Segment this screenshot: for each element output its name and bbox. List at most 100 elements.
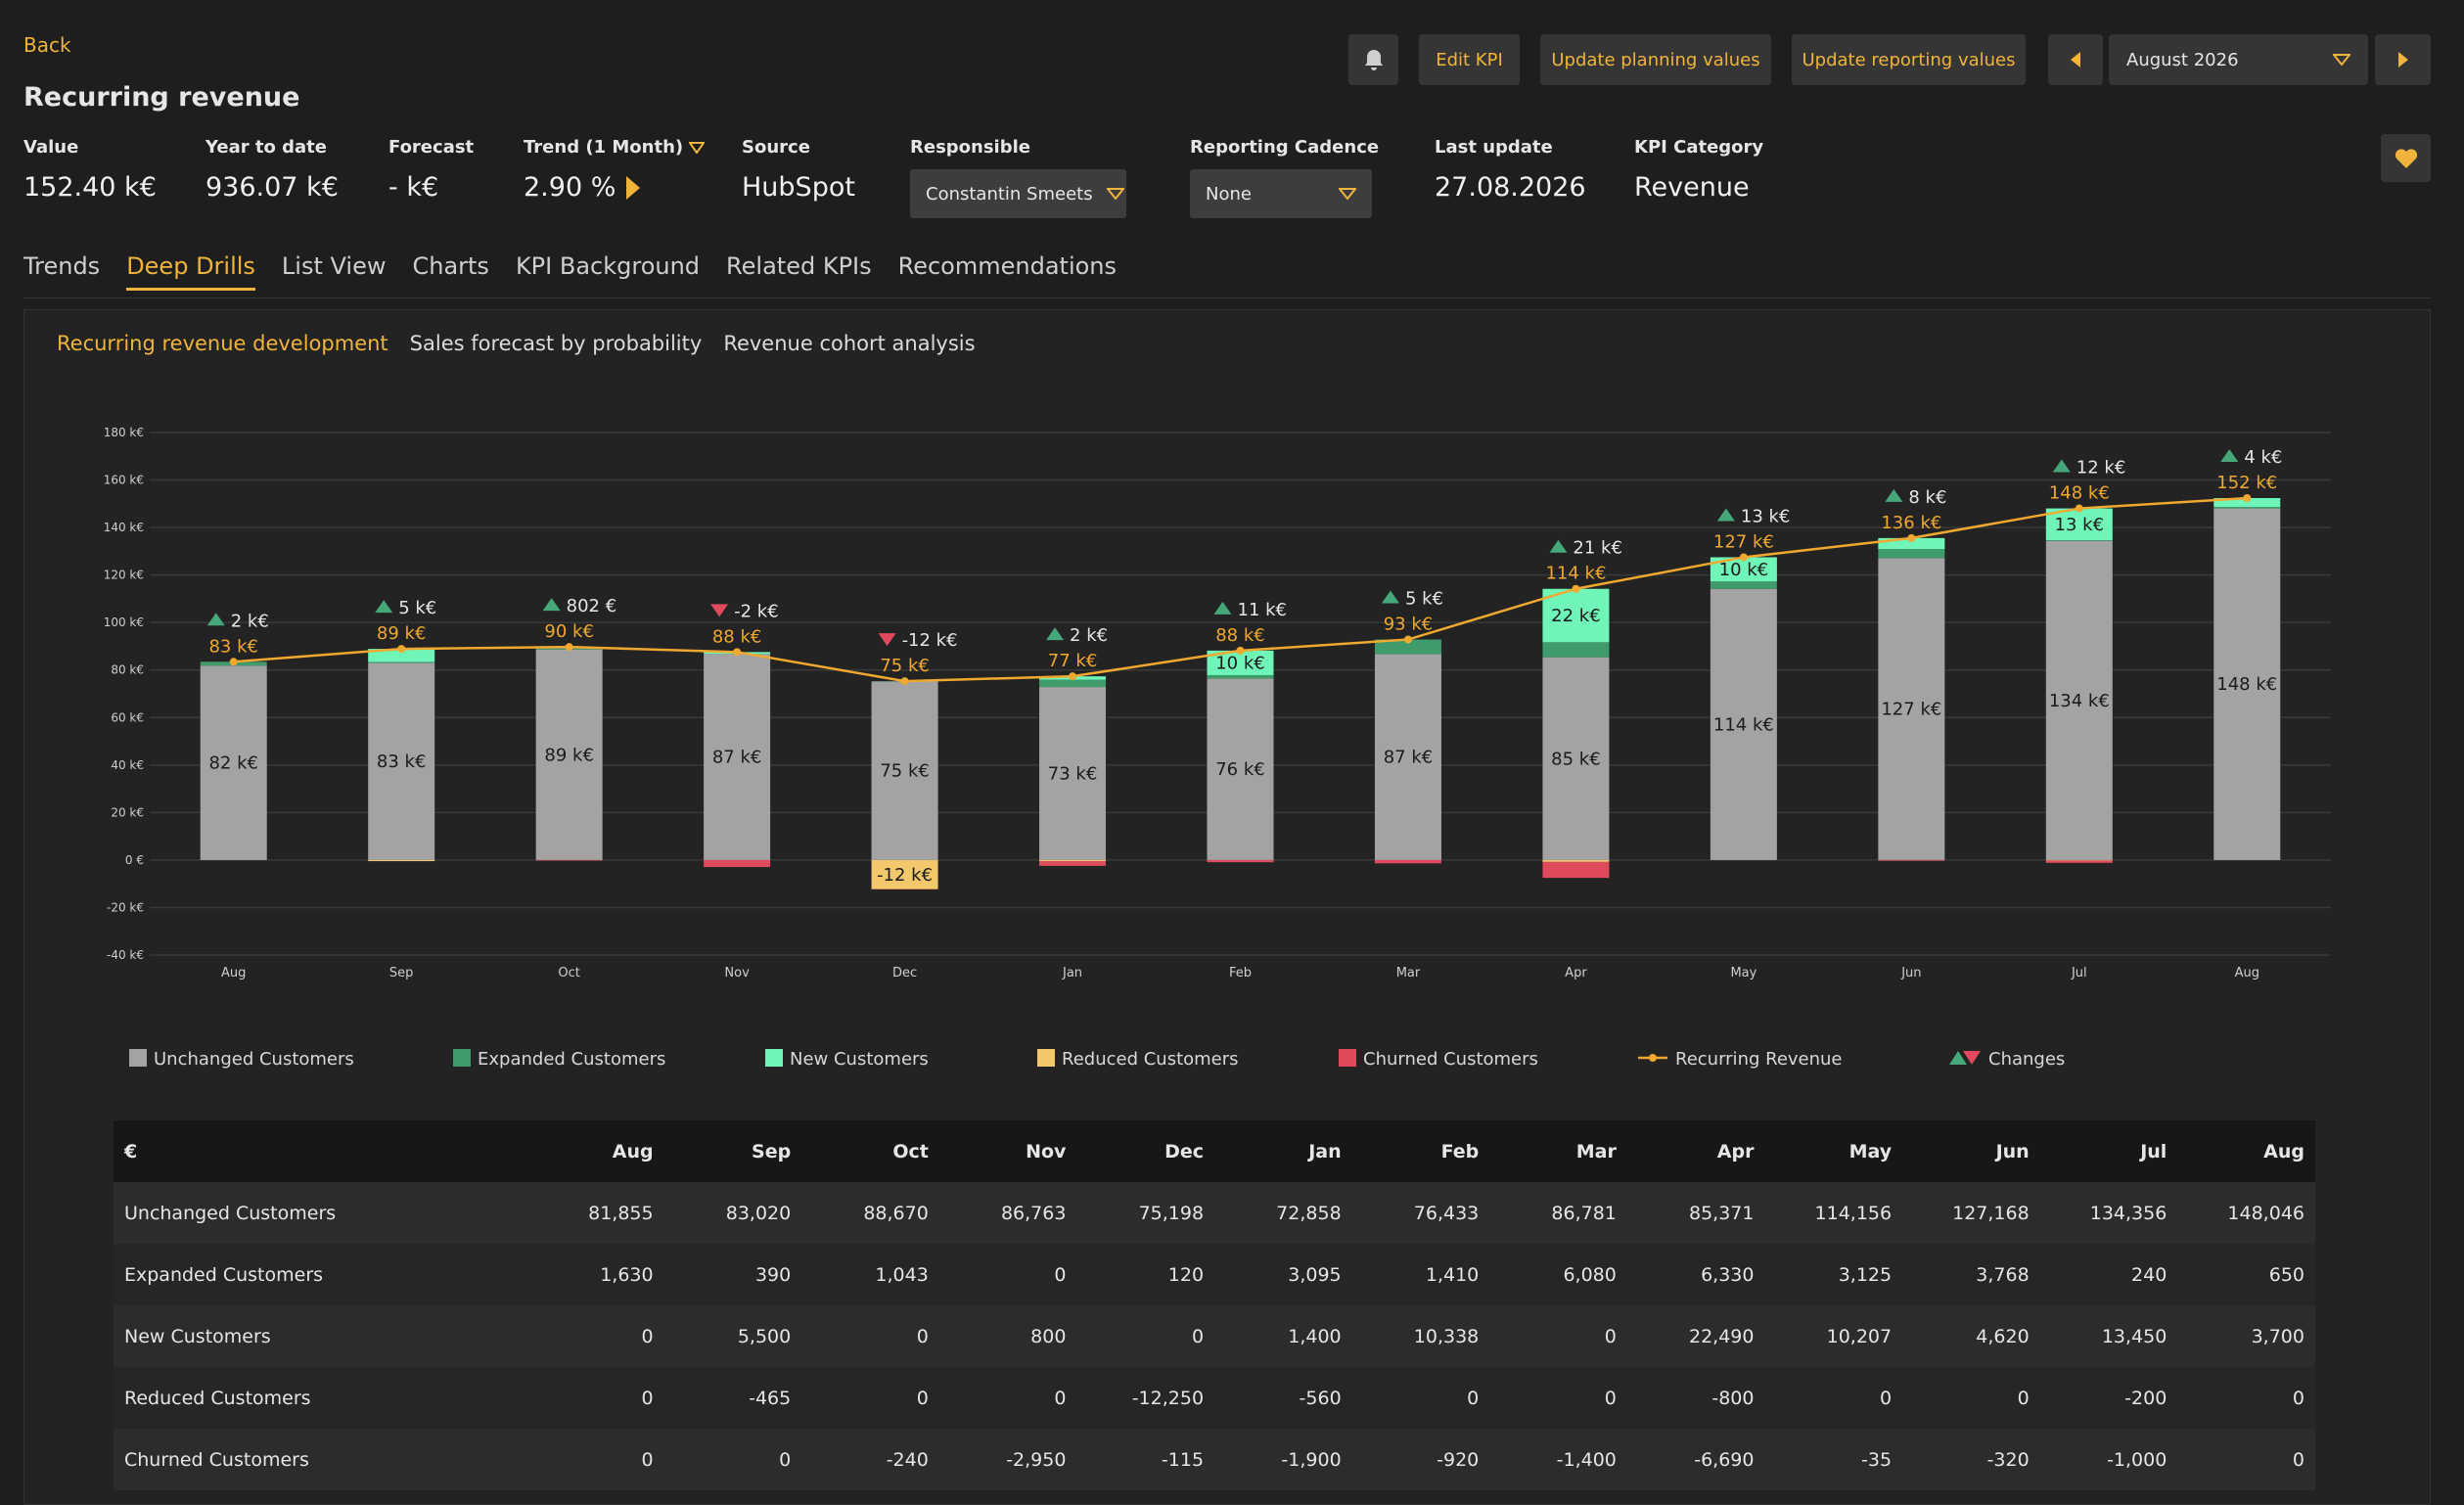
table-cell: 13,450: [2040, 1305, 2178, 1367]
legend-label: Recurring Revenue: [1675, 1049, 1843, 1070]
table-cell: 800: [939, 1305, 1077, 1367]
table-cell: 0: [2177, 1367, 2315, 1429]
change-marker: [1885, 489, 1902, 502]
change-marker: [1046, 627, 1064, 640]
table-cell: 1,630: [526, 1244, 664, 1305]
data-label: 82 k€: [208, 753, 258, 774]
table-cell: 0: [939, 1244, 1077, 1305]
change-label: 2 k€: [1070, 625, 1108, 646]
y-tick-label: 160 k€: [104, 474, 144, 487]
table-cell: 0: [1764, 1367, 1902, 1429]
data-label: 127 k€: [1881, 700, 1941, 720]
data-label: 148 k€: [2216, 674, 2277, 695]
y-tick-label: -20 k€: [107, 900, 144, 914]
line-point: [2243, 494, 2251, 502]
bar-segment: [1039, 861, 1106, 866]
y-tick-label: 60 k€: [111, 710, 144, 724]
change-label: 5 k€: [398, 598, 436, 618]
line-label: 83 k€: [208, 636, 258, 657]
table-cell: 85,371: [1627, 1182, 1765, 1244]
change-label: 802 €: [567, 596, 617, 616]
y-tick-label: 140 k€: [104, 521, 144, 534]
table-cell: -12,250: [1076, 1367, 1214, 1429]
data-label: 13 k€: [2055, 515, 2105, 535]
change-marker: [375, 600, 392, 613]
data-label: 85 k€: [1551, 749, 1601, 769]
data-label: 76 k€: [1215, 759, 1265, 780]
table-cell: -465: [664, 1367, 802, 1429]
x-tick-label: Apr: [1565, 966, 1587, 981]
line-label: 89 k€: [377, 623, 427, 644]
line-point: [1237, 647, 1245, 655]
bar-segment: [1039, 860, 1106, 861]
table-cell: 0: [526, 1429, 664, 1490]
change-label: -12 k€: [902, 630, 958, 651]
table-cell: 650: [2177, 1244, 2315, 1305]
y-tick-label: -40 k€: [107, 948, 144, 962]
data-label: 73 k€: [1048, 763, 1098, 784]
x-tick-label: May: [1730, 966, 1757, 981]
line-label: 77 k€: [1048, 651, 1098, 671]
header-cell: Jan: [1214, 1120, 1352, 1182]
bar-segment: [1039, 680, 1106, 688]
change-marker: [543, 598, 561, 611]
legend-label: New Customers: [790, 1049, 929, 1070]
table-cell: 148,046: [2177, 1182, 2315, 1244]
line-point: [1572, 585, 1579, 593]
table-cell: 0: [1076, 1305, 1214, 1367]
legend-down: [1963, 1051, 1981, 1065]
y-tick-label: 20 k€: [111, 805, 144, 819]
y-tick-label: 0 €: [125, 853, 144, 867]
line-point: [566, 643, 573, 651]
y-tick-label: 100 k€: [104, 616, 144, 629]
x-tick-label: Sep: [389, 966, 414, 981]
table-cell: Reduced Customers: [114, 1367, 526, 1429]
legend-label: Churned Customers: [1363, 1049, 1538, 1070]
table-cell: 0: [1902, 1367, 2040, 1429]
table-cell: 81,855: [526, 1182, 664, 1244]
header-cell: Oct: [801, 1120, 939, 1182]
legend-label: Unchanged Customers: [154, 1049, 354, 1070]
change-marker: [207, 613, 225, 625]
table-cell: 3,095: [1214, 1244, 1352, 1305]
header-cell: Aug: [526, 1120, 664, 1182]
change-label: 21 k€: [1573, 538, 1622, 559]
x-tick-label: Jun: [1900, 966, 1921, 981]
table-cell: Unchanged Customers: [114, 1182, 526, 1244]
table-cell: 3,700: [2177, 1305, 2315, 1367]
legend-swatch: [453, 1049, 471, 1067]
bar-segment: [368, 661, 434, 662]
legend-dot: [1649, 1054, 1657, 1062]
change-label: 2 k€: [231, 611, 269, 631]
table-cell: Churned Customers: [114, 1429, 526, 1490]
bar-segment: [2213, 507, 2280, 509]
table-cell: -6,690: [1627, 1429, 1765, 1490]
data-label: -12 k€: [877, 865, 933, 886]
table-cell: 4,620: [1902, 1305, 2040, 1367]
x-tick-label: Mar: [1396, 966, 1421, 981]
table-cell: 6,330: [1627, 1244, 1765, 1305]
change-marker: [1382, 591, 1399, 604]
table-cell: -920: [1352, 1429, 1490, 1490]
table-cell: 390: [664, 1244, 802, 1305]
bar-segment: [1542, 860, 1609, 862]
table-cell: New Customers: [114, 1305, 526, 1367]
change-label: 5 k€: [1405, 589, 1443, 610]
table-cell: 0: [2177, 1429, 2315, 1490]
table-cell: 72,858: [1214, 1182, 1352, 1244]
change-label: -2 k€: [734, 601, 779, 621]
line-label: 148 k€: [2049, 483, 2110, 504]
table-cell: 76,433: [1352, 1182, 1490, 1244]
header-cell: May: [1764, 1120, 1902, 1182]
change-label: 11 k€: [1238, 600, 1288, 620]
legend-swatch: [1339, 1049, 1356, 1067]
y-tick-label: 180 k€: [104, 426, 144, 439]
y-tick-label: 40 k€: [111, 758, 144, 772]
legend-label: Expanded Customers: [478, 1049, 665, 1070]
data-label: 83 k€: [377, 752, 427, 772]
bar-segment: [1878, 860, 1944, 861]
table-cell: 75,198: [1076, 1182, 1214, 1244]
line-label: 90 k€: [544, 621, 594, 642]
bar-segment: [536, 860, 603, 861]
